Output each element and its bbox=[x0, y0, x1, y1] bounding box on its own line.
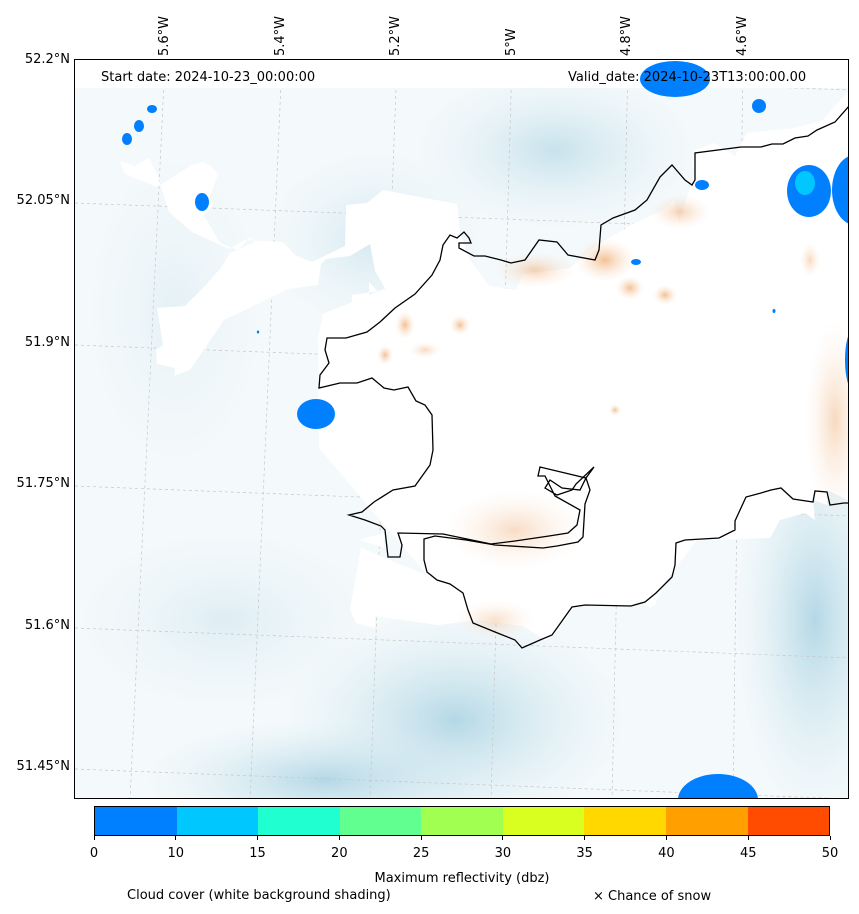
colorbar-tick-mark bbox=[420, 836, 422, 840]
colorbar-tick-label: 35 bbox=[576, 846, 593, 861]
colorbar-segment bbox=[421, 807, 503, 835]
reflectivity-colorbar bbox=[94, 806, 830, 836]
land-area bbox=[120, 92, 848, 640]
colorbar-tick-label: 20 bbox=[331, 846, 348, 861]
colorbar-tick-mark bbox=[502, 836, 504, 840]
colorbar-segment bbox=[95, 807, 177, 835]
colorbar-tick-mark bbox=[93, 836, 95, 840]
lat-label: 51.45°N bbox=[16, 759, 70, 774]
lon-label: 5.6°W bbox=[157, 15, 172, 56]
snow-legend: × Chance of snow bbox=[593, 889, 712, 904]
colorbar-tick-label: 30 bbox=[494, 846, 512, 861]
colorbar-tick-label: 45 bbox=[739, 846, 757, 861]
cloud-cover-legend: Cloud cover (white background shading) bbox=[127, 888, 391, 903]
colorbar-tick-mark bbox=[584, 836, 586, 840]
lat-label: 51.6°N bbox=[24, 618, 70, 633]
colorbar-tick-label: 50 bbox=[821, 846, 839, 861]
colorbar-tick-mark bbox=[175, 836, 177, 840]
map-canvas bbox=[75, 60, 848, 798]
colorbar-tick-label: 15 bbox=[249, 846, 266, 861]
lon-label: 5.4°W bbox=[273, 15, 288, 56]
lat-label: 52.05°N bbox=[16, 193, 70, 208]
valid-date-label: Valid_date: 2024-10-23T13:00:00.00 bbox=[568, 70, 807, 85]
colorbar-segment bbox=[176, 807, 259, 835]
coastline bbox=[318, 106, 848, 649]
lon-label: 5°W bbox=[504, 28, 519, 56]
colorbar-segment bbox=[339, 807, 422, 835]
lat-label: 51.9°N bbox=[24, 335, 70, 350]
lat-label: 51.75°N bbox=[16, 476, 70, 491]
start-date-label: Start date: 2024-10-23_00:00:00 bbox=[101, 70, 316, 85]
colorbar-segment bbox=[502, 807, 585, 835]
colorbar-tick-label: 10 bbox=[167, 846, 185, 861]
colorbar-tick-mark bbox=[257, 836, 259, 840]
lon-label: 5.2°W bbox=[388, 15, 403, 56]
warm-shading bbox=[377, 194, 848, 640]
colorbar-segment bbox=[665, 807, 748, 835]
lon-label: 4.6°W bbox=[735, 15, 750, 56]
header-band bbox=[75, 60, 848, 88]
colorbar-title: Maximum reflectivity (dbz) bbox=[374, 871, 550, 886]
colorbar-tick-label: 25 bbox=[412, 846, 430, 861]
reflectivity-blobs bbox=[122, 61, 848, 798]
colorbar-tick-mark bbox=[665, 836, 667, 840]
colorbar-segment bbox=[258, 807, 340, 835]
colorbar-tick-label: 40 bbox=[658, 846, 675, 861]
colorbar-tick-mark bbox=[747, 836, 749, 840]
lon-label: 4.8°W bbox=[619, 15, 634, 56]
map-panel bbox=[74, 59, 849, 799]
colorbar-segment bbox=[747, 807, 830, 835]
colorbar-tick-label: 0 bbox=[89, 846, 99, 861]
colorbar-segment bbox=[584, 807, 666, 835]
lat-label: 52.2°N bbox=[24, 52, 70, 67]
colorbar-tick-mark bbox=[829, 836, 831, 840]
colorbar-tick-mark bbox=[338, 836, 340, 840]
